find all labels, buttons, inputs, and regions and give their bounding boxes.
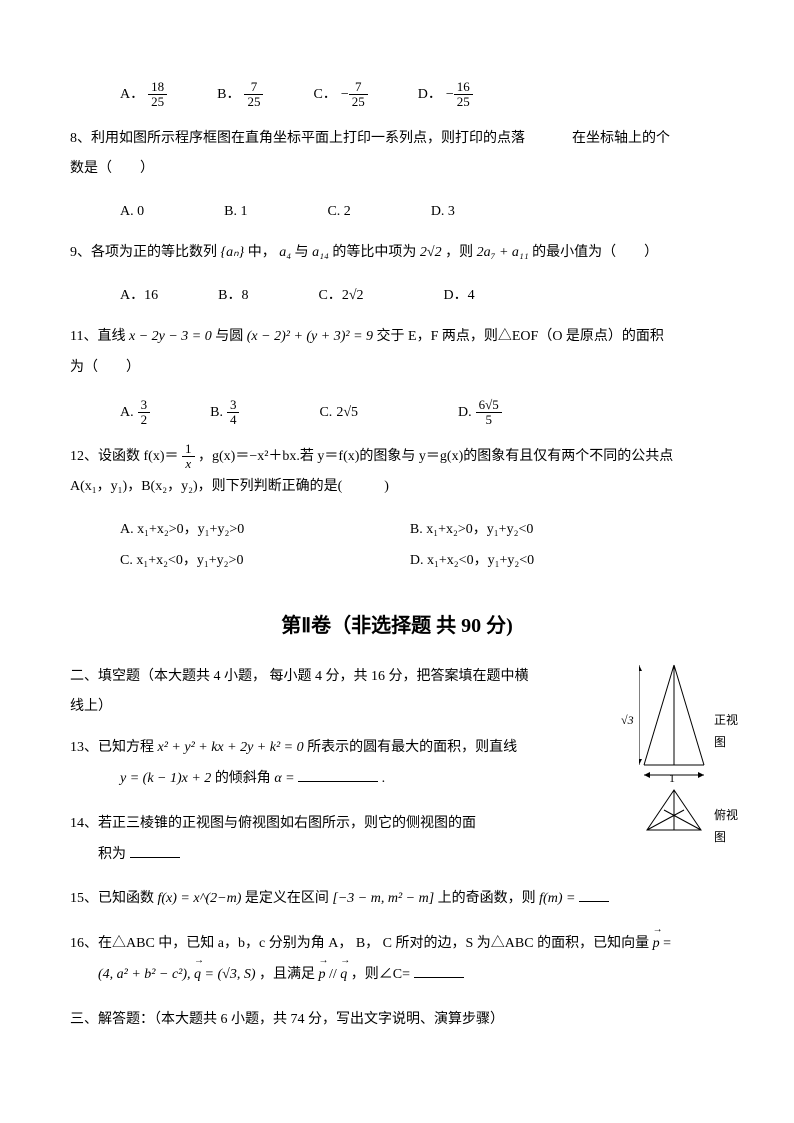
blank bbox=[414, 964, 464, 978]
q7-opt-d: D． − 1625 bbox=[418, 80, 473, 110]
q12-options: A. x₁+x₂>0，y₁+y₂>0 B. x₁+x₂>0，y₁+y₂<0 C.… bbox=[120, 517, 724, 579]
q12: 12、设函数 f(x)＝ 1x ，g(x)＝−x²＋bx.若 y＝f(x)的图象… bbox=[70, 442, 724, 504]
q9-opt-a: A．16 bbox=[120, 283, 158, 308]
q8-opt-b: B. 1 bbox=[224, 199, 247, 224]
top-view-label: 俯视图 bbox=[714, 805, 739, 848]
q13: 13、已知方程 x² + y² + kx + 2y + k² = 0 所表示的圆… bbox=[70, 733, 724, 795]
vector-q: q bbox=[194, 960, 201, 991]
prism-views-diagram: √3 1 正视图 俯视图 bbox=[639, 655, 739, 854]
section2-title: 第Ⅱ卷（非选择题 共 90 分) bbox=[70, 608, 724, 644]
q8: 8、利用如图所示程序框图在直角坐标平面上打印一系列点，则打印的点落 在坐标轴上的… bbox=[70, 124, 724, 186]
q15: 15、已知函数 f(x) = x^(2−m) 是定义在区间 [−3 − m, m… bbox=[70, 884, 724, 915]
blank bbox=[298, 768, 378, 782]
q7-opt-a: A． 1825 bbox=[120, 80, 167, 110]
opt-label: B． bbox=[217, 82, 240, 107]
opt-label: C． bbox=[313, 82, 336, 107]
base-label: 1 bbox=[669, 768, 675, 790]
q11-opt-b: B. 34 bbox=[210, 398, 239, 428]
q12-opt-d: D. x₁+x₂<0，y₁+y₂<0 bbox=[410, 548, 700, 573]
q8-text: 在坐标轴上的个 bbox=[572, 131, 670, 146]
q11: 11、直线 x − 2y − 3 = 0 与圆 (x − 2)² + (y + … bbox=[70, 322, 724, 384]
q9-opt-c: C．2√2 bbox=[318, 283, 363, 308]
blank bbox=[130, 844, 180, 858]
q8-opt-d: D. 3 bbox=[431, 199, 455, 224]
q16: 16、在△ABC 中，已知 a，b，c 分别为角 A， B， C 所对的边，S … bbox=[70, 929, 724, 991]
q11-opt-d: D. 6√55 bbox=[458, 398, 502, 428]
q8-text: 8、利用如图所示程序框图在直角坐标平面上打印一系列点，则打印的点落 bbox=[70, 131, 525, 146]
q11-opt-a: A. 32 bbox=[120, 398, 150, 428]
q9: 9、各项为正的等比数列 {aₙ} 中， a₄ 与 a₁₄ 的等比中项为 2√2 … bbox=[70, 238, 724, 269]
q12-opt-c: C. x₁+x₂<0，y₁+y₂>0 bbox=[120, 548, 410, 573]
q9-opt-d: D．4 bbox=[444, 283, 475, 308]
section3: 三、解答题：（本大题共 6 小题，共 74 分，写出文字说明、演算步骤） bbox=[70, 1005, 724, 1036]
q9-options: A．16 B．8 C．2√2 D．4 bbox=[120, 283, 724, 308]
q12-opt-b: B. x₁+x₂>0，y₁+y₂<0 bbox=[410, 517, 700, 542]
q8-opt-c: C. 2 bbox=[327, 199, 350, 224]
q12-opt-a: A. x₁+x₂>0，y₁+y₂>0 bbox=[120, 517, 410, 542]
height-label: √3 bbox=[621, 710, 634, 732]
q8-opt-a: A. 0 bbox=[120, 199, 144, 224]
front-view-label: 正视图 bbox=[714, 710, 739, 753]
q8-text: 数是（ ） bbox=[70, 161, 154, 176]
opt-label: D． bbox=[418, 82, 442, 107]
q8-options: A. 0 B. 1 C. 2 D. 3 bbox=[120, 199, 724, 224]
fraction: 725 bbox=[349, 80, 368, 110]
q11-options: A. 32 B. 34 C.2√5 D. 6√55 bbox=[120, 398, 724, 428]
q14: 14、若正三棱锥的正视图与俯视图如右图所示，则它的侧视图的面 积为 bbox=[70, 809, 724, 871]
fraction: 1825 bbox=[148, 80, 167, 110]
q7-options: A． 1825 B． 725 C． − 725 D． − 1625 bbox=[120, 80, 724, 110]
opt-label: A． bbox=[120, 82, 144, 107]
blank bbox=[579, 888, 609, 902]
fraction: 725 bbox=[244, 80, 263, 110]
q11-opt-c: C.2√5 bbox=[319, 398, 358, 428]
vector-p: p bbox=[653, 929, 660, 960]
q7-opt-c: C． − 725 bbox=[313, 80, 367, 110]
fraction: 1625 bbox=[454, 80, 473, 110]
q9-opt-b: B．8 bbox=[218, 283, 248, 308]
q7-opt-b: B． 725 bbox=[217, 80, 263, 110]
fraction: 1x bbox=[182, 442, 195, 472]
